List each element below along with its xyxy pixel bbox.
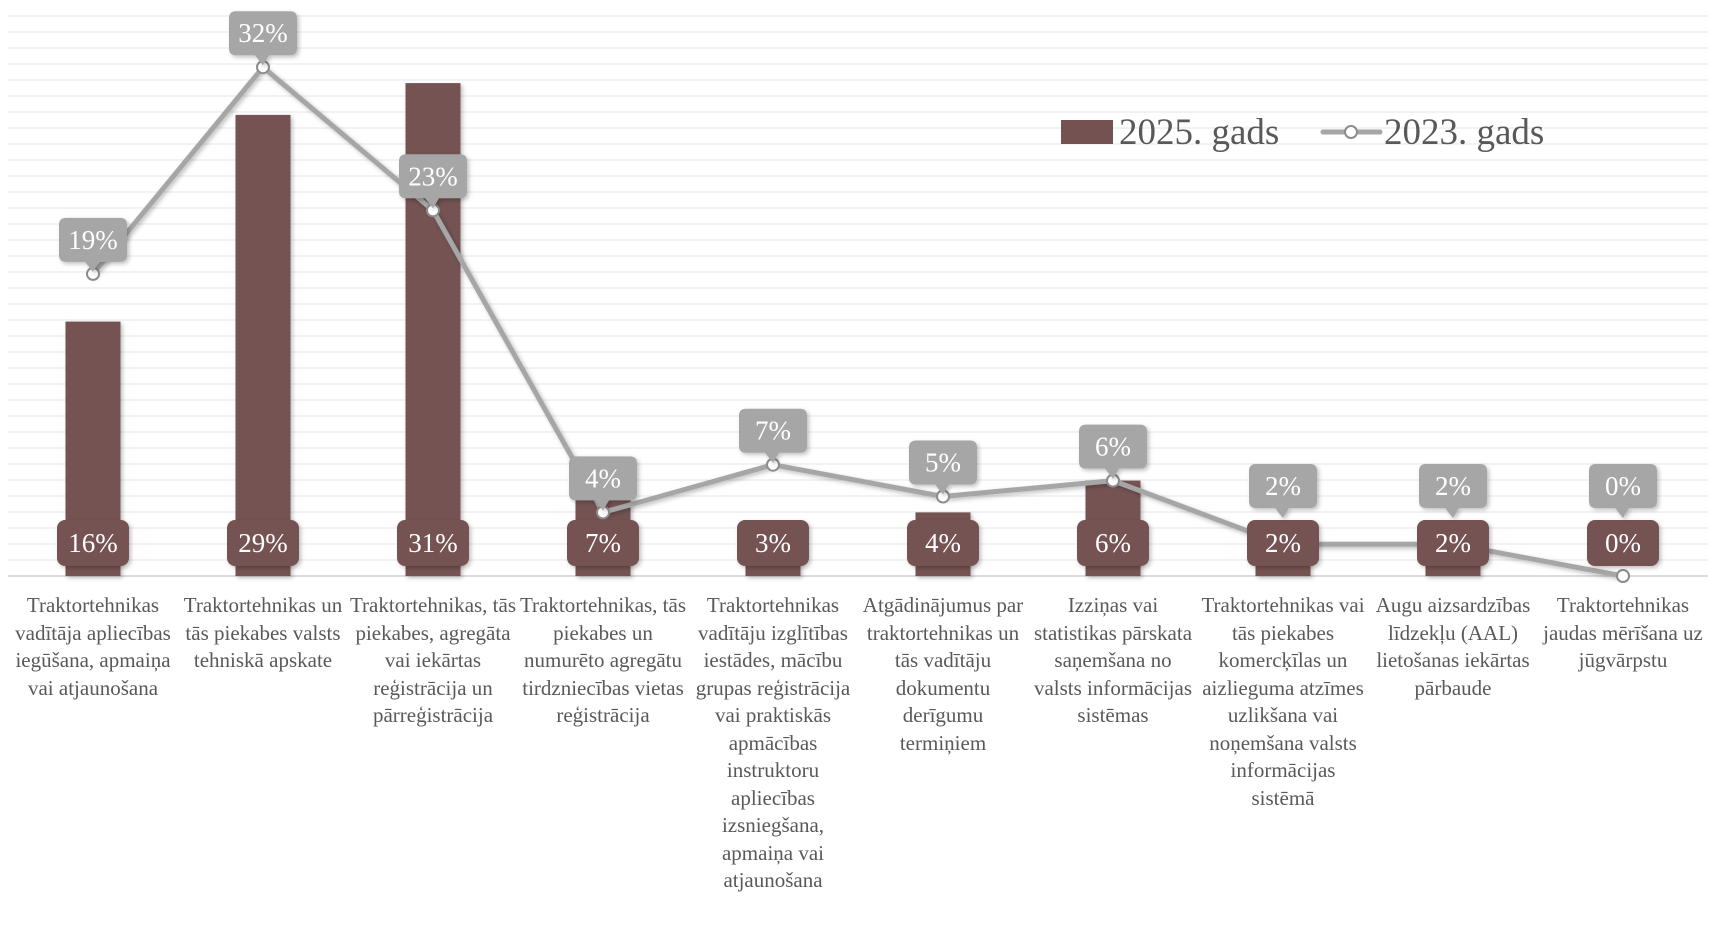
- line-value-label: 5%: [925, 448, 961, 478]
- bar-value-label: 31%: [408, 528, 458, 558]
- line-label-box: [1419, 464, 1487, 518]
- bar-value-label: 7%: [585, 528, 621, 558]
- bar-label-box: [397, 520, 469, 566]
- line-label-box: [739, 408, 807, 463]
- bar-label-box: [1587, 520, 1659, 566]
- bar-value-label: 2%: [1435, 528, 1471, 558]
- legend-swatch-2025: [1061, 120, 1113, 144]
- line-label-box: [399, 154, 467, 209]
- bar-label-box: [907, 520, 979, 566]
- line-value-label: 23%: [408, 161, 458, 191]
- x-tick-label: Augu aizsardzības līdzekļu (AAL) lietoša…: [1375, 593, 1531, 700]
- line-value-label: 4%: [585, 463, 621, 493]
- x-tick-label: Traktortehnikas un tās piekabes valsts t…: [183, 593, 343, 672]
- bar-value-label: 16%: [68, 528, 118, 558]
- x-tick-label: Traktortehnikas, tās piekabes, agregāta …: [349, 593, 517, 727]
- bar-label-box: [1417, 520, 1489, 566]
- line-value-label: 19%: [68, 225, 118, 255]
- line-value-label: 6%: [1095, 432, 1131, 462]
- x-tick-label: Traktortehnikas vadītāju izglītības iest…: [695, 593, 851, 892]
- legend-label-2023: 2023. gads: [1384, 112, 1544, 153]
- x-tick-label: Traktortehnikas vadītāja apliecības iegū…: [15, 593, 171, 700]
- bar-value-label: 2%: [1265, 528, 1301, 558]
- x-tick-label: Atgādinājumus par traktortehnikas un tās…: [862, 593, 1024, 755]
- line-value-label: 32%: [238, 18, 288, 48]
- bar-2025: [235, 114, 291, 577]
- bar-label-box: [57, 520, 129, 566]
- x-tick-label: Traktortehnikas jaudas mērīšana uz jūgvā…: [1543, 593, 1703, 672]
- line-value-label: 0%: [1605, 471, 1641, 501]
- series-line-2023: [90, 64, 1626, 579]
- line-label-box: [59, 217, 127, 272]
- line-label-box: [569, 456, 637, 511]
- bar-value-label: 3%: [755, 528, 791, 558]
- bar-value-label: 29%: [238, 528, 288, 558]
- line-label-box: [229, 11, 297, 66]
- bar-value-label: 6%: [1095, 528, 1131, 558]
- legend: 2025. gads 2023. gads: [1061, 112, 1544, 153]
- bar-label-box: [1077, 520, 1149, 566]
- gridlines: [8, 15, 1708, 577]
- x-tick-label: Izziņas vai statistikas pārskata saņemša…: [1033, 593, 1193, 727]
- legend-label-2025: 2025. gads: [1119, 112, 1279, 153]
- line-value-label: 2%: [1265, 471, 1301, 501]
- legend-marker-2023: [1344, 125, 1358, 139]
- bar-label-box: [227, 520, 299, 566]
- line-label-box: [1079, 424, 1147, 479]
- line-label-box: [1589, 464, 1657, 518]
- bar-label-box: [1247, 520, 1319, 566]
- bar-value-label: 4%: [925, 528, 961, 558]
- bar-label-box: [737, 520, 809, 566]
- data-labels: 16% 29% 31% 7% 3% 4% 6% 2% 2% 0% 19% 32% 23% 4% 7% 5% 6%…: [57, 11, 1659, 566]
- line-value-label: 7%: [755, 416, 791, 446]
- bar-label-box: [567, 520, 639, 566]
- line-2023: [86, 60, 1630, 583]
- bar-value-label: 0%: [1605, 528, 1641, 558]
- point-2023: [1616, 569, 1630, 583]
- line-label-box: [909, 440, 977, 495]
- line-label-box: [1249, 464, 1317, 518]
- line-value-label: 2%: [1435, 471, 1471, 501]
- x-tick-label: Traktortehnikas vai tās piekabes komercķ…: [1201, 593, 1365, 810]
- x-tick-label: Traktortehnikas, tās piekabes un numurēt…: [519, 593, 687, 727]
